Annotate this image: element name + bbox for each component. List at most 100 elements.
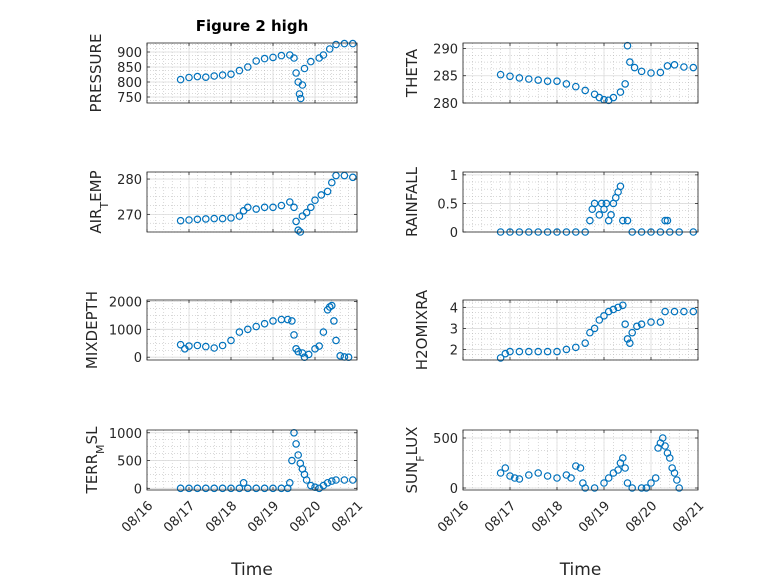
sun_flux-data-point (600, 479, 608, 487)
theta-data-point (623, 41, 632, 50)
terr_msl-ylabel-sub: M (94, 444, 107, 454)
mixdepth-axes: 0 1000 2000 MIXDEPTH (83, 291, 358, 369)
h2omixra-data-point (670, 307, 679, 316)
pressure-data-point (244, 63, 252, 71)
terr_msl-data-point (327, 477, 336, 485)
mixdepth-data-point (185, 342, 193, 350)
mixdepth-data-point (210, 344, 219, 352)
air_temp-data-point (327, 178, 336, 187)
terr_msl-ylabel-main: TERR (83, 454, 101, 495)
rainfall-data-point (663, 216, 672, 225)
air_temp-data-point (239, 207, 248, 215)
air_temp-data-point (317, 191, 326, 199)
theta-data-point (670, 61, 679, 69)
h2omixra-data-point (623, 335, 632, 343)
terr_msl-data-point (288, 456, 296, 465)
rainfall-series (496, 182, 698, 236)
mixdepth-data-point (269, 317, 277, 325)
h2omixra-data-point (661, 307, 669, 316)
pressure-data-point (277, 51, 286, 60)
sun_flux-xtick-label: 08/16 (435, 499, 472, 536)
sun_flux-data-point (628, 484, 637, 492)
terr_msl-data-point (185, 484, 193, 493)
pressure-data-point (300, 64, 309, 73)
theta-data-point (621, 80, 629, 88)
rainfall-data-point (595, 211, 604, 219)
pressure-data-point (269, 53, 277, 62)
h2omixra-data-point (633, 322, 641, 331)
pressure-data-point (325, 45, 334, 53)
pressure-data-point (348, 39, 357, 48)
mixdepth-data-point (202, 342, 210, 351)
air_temp-data-point (277, 201, 286, 210)
rainfall-ytick-label: 0.5 (437, 197, 458, 212)
mixdepth-data-point (319, 328, 328, 336)
terr_msl-series (176, 428, 357, 493)
sun_flux-xtick-label: 08/21 (670, 499, 707, 536)
h2omixra-data-point (496, 354, 505, 362)
terr_msl-data-point (285, 478, 294, 487)
theta-ytick-label: 290 (433, 42, 458, 57)
mixdepth-data-point (288, 317, 296, 325)
air_temp-data-point (235, 212, 244, 220)
theta-data-point (609, 93, 618, 102)
rainfall-data-point (590, 199, 599, 208)
h2omixra-ytick-label: 2 (450, 343, 458, 358)
rainfall-ytick-label: 0 (450, 226, 458, 241)
pressure-axes-box (146, 42, 358, 104)
sun_flux-series (496, 434, 684, 492)
air_temp-data-point (290, 203, 298, 212)
sun_flux-xtick-label: 08/20 (623, 499, 660, 536)
sun_flux-data-point (642, 484, 651, 492)
air_temp-ylabel-sub: T (98, 202, 111, 210)
air_temp-data-point (294, 226, 303, 235)
theta-ylabel: THETA (403, 48, 421, 98)
theta-data-point (496, 70, 505, 79)
terr_msl-ylabel: TERRMSL (83, 426, 107, 495)
air_temp-data-point (348, 173, 357, 182)
terr_msl-xtick-label: 08/21 (329, 499, 366, 536)
mixdepth-data-point (332, 336, 340, 345)
theta-data-point (680, 63, 688, 71)
theta-data-point (656, 68, 665, 77)
pressure-data-point (296, 94, 305, 103)
figure-title: Figure 2 high (196, 17, 309, 35)
theta-data-point (689, 63, 698, 72)
h2omixra-data-point (515, 347, 524, 356)
mixdepth-data-point (283, 315, 292, 324)
h2omixra-data-point (609, 305, 618, 314)
sun_flux-data-point (524, 471, 533, 479)
sun_flux-axes-box (462, 429, 699, 491)
pressure-data-point (298, 81, 307, 89)
sun_flux-data-point (647, 479, 655, 487)
h2omixra-data-point (637, 320, 646, 329)
air_temp-data-point (323, 187, 332, 196)
h2omixra-data-point (614, 303, 622, 312)
pressure-ytick-label: 900 (117, 46, 142, 61)
theta-data-point (515, 74, 524, 82)
sun_flux-data-point (515, 475, 524, 483)
air_temp-data-point (210, 214, 219, 223)
sun_flux-data-point (571, 462, 580, 470)
rainfall-ytick-label: 1 (450, 169, 458, 184)
h2omixra-data-point (618, 301, 627, 310)
sun_flux-ylabel-sub: F (414, 455, 427, 461)
air_temp-data-point (185, 216, 193, 224)
mixdepth-ylabel: MIXDEPTH (83, 291, 101, 369)
terr_msl-data-point (193, 484, 202, 493)
h2omixra-ytick-label: 3 (450, 322, 458, 337)
sun_flux-data-point (506, 472, 514, 480)
sun_flux-data-point (661, 442, 669, 450)
terr_msl-data-point (323, 478, 332, 487)
sun_flux-data-point (658, 434, 667, 442)
terr_msl-axes: 0 500 1000 08/16 08/17 08/18 08/19 08/20 08/21 TE… (83, 426, 366, 580)
h2omixra-data-point (501, 349, 510, 358)
sun_flux-xtick-label: 08/17 (482, 499, 519, 536)
terr_msl-ytick-label: 1000 (109, 427, 142, 442)
theta-ytick-label: 280 (433, 97, 458, 112)
air_temp-data-point (285, 198, 294, 206)
h2omixra-data-point (600, 311, 608, 320)
mixdepth-ytick-label: 2000 (109, 295, 142, 310)
mixdepth-axes-box (146, 299, 358, 361)
